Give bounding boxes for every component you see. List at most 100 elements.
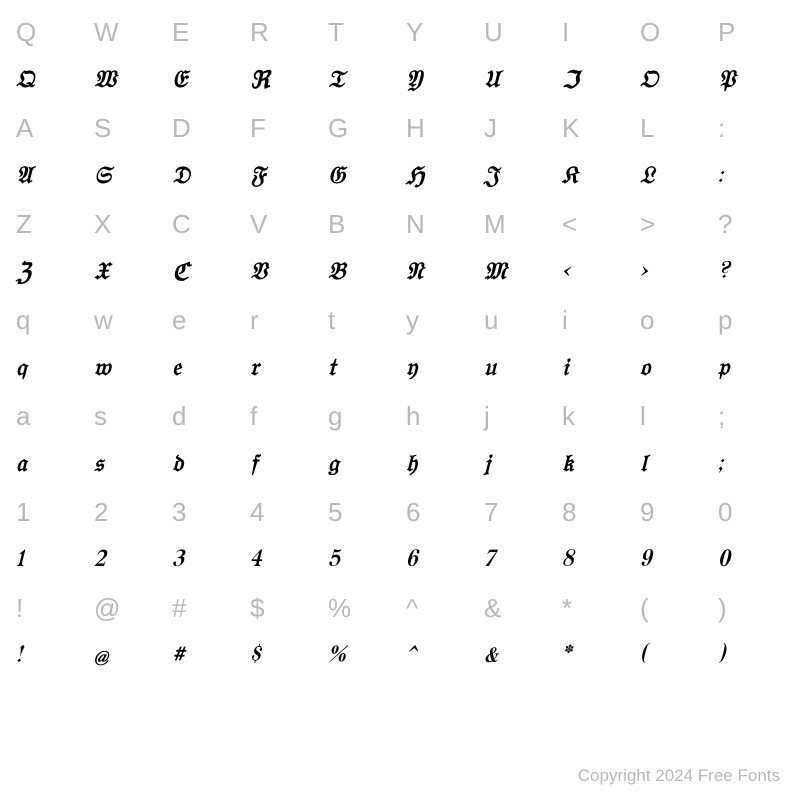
reference-char: M (478, 200, 556, 248)
glyph-char: 𝔧 (478, 440, 556, 488)
reference-char: K (556, 104, 634, 152)
glyph-char: 𝔦 (556, 344, 634, 392)
reference-char: A (10, 104, 88, 152)
reference-char: * (556, 584, 634, 632)
reference-char: e (166, 296, 244, 344)
glyph-char: 𝔭 (712, 344, 790, 392)
glyph-char: 𝔏 (634, 152, 712, 200)
reference-char: F (244, 104, 322, 152)
reference-char: o (634, 296, 712, 344)
reference-char: 5 (322, 488, 400, 536)
glyph-char: ^ (400, 632, 478, 680)
glyph-char: 𝔄 (10, 152, 88, 200)
reference-char: ! (10, 584, 88, 632)
glyph-char: < (556, 248, 634, 296)
glyph-char: & (478, 632, 556, 680)
glyph-char: 𝔡 (166, 440, 244, 488)
reference-char: L (634, 104, 712, 152)
reference-char: & (478, 584, 556, 632)
reference-char: f (244, 392, 322, 440)
reference-char: 4 (244, 488, 322, 536)
copyright-footer: Copyright 2024 Free Fonts (578, 766, 780, 786)
reference-char: R (244, 8, 322, 56)
reference-char: Q (10, 8, 88, 56)
glyph-char: 𝔣 (244, 440, 322, 488)
reference-char: t (322, 296, 400, 344)
glyph-char: ℌ (400, 152, 478, 200)
reference-char: 7 (478, 488, 556, 536)
reference-char: $ (244, 584, 322, 632)
glyph-char: 𝔬 (634, 344, 712, 392)
glyph-char: 9 (634, 536, 712, 584)
glyph-char: 𝔔 (10, 56, 88, 104)
reference-char: W (88, 8, 166, 56)
glyph-char: 8 (556, 536, 634, 584)
glyph-char: ℨ (10, 248, 88, 296)
glyph-char: ? (712, 248, 790, 296)
reference-char: X (88, 200, 166, 248)
reference-char: q (10, 296, 88, 344)
reference-char: O (634, 8, 712, 56)
reference-char: D (166, 104, 244, 152)
reference-char: > (634, 200, 712, 248)
reference-char: ^ (400, 584, 478, 632)
glyph-char: > (634, 248, 712, 296)
glyph-char: 𝔢 (166, 344, 244, 392)
glyph-char: 𝔘 (478, 56, 556, 104)
glyph-char: 5 (322, 536, 400, 584)
glyph-char: 𝔚 (88, 56, 166, 104)
reference-char: i (556, 296, 634, 344)
glyph-char: 𝔈 (166, 56, 244, 104)
glyph-char: ! (10, 632, 88, 680)
glyph-char: 𝔥 (400, 440, 478, 488)
glyph-char: 𝔓 (712, 56, 790, 104)
reference-char: # (166, 584, 244, 632)
reference-char: p (712, 296, 790, 344)
glyph-char: 6 (400, 536, 478, 584)
glyph-char: 𝔱 (322, 344, 400, 392)
glyph-char: 1 (10, 536, 88, 584)
reference-char: @ (88, 584, 166, 632)
reference-char: T (322, 8, 400, 56)
glyph-char: ℑ (556, 56, 634, 104)
reference-char: a (10, 392, 88, 440)
glyph-char: ; (712, 440, 790, 488)
reference-char: ; (712, 392, 790, 440)
glyph-char: 𝔮 (10, 344, 88, 392)
glyph-char: ℭ (166, 248, 244, 296)
glyph-char: 𝔲 (478, 344, 556, 392)
glyph-char: $ (244, 632, 322, 680)
reference-char: 2 (88, 488, 166, 536)
glyph-char: 𝔒 (634, 56, 712, 104)
reference-char: % (322, 584, 400, 632)
reference-char: B (322, 200, 400, 248)
reference-char: k (556, 392, 634, 440)
glyph-char: 𝔉 (244, 152, 322, 200)
reference-char: : (712, 104, 790, 152)
reference-char: d (166, 392, 244, 440)
reference-char: 0 (712, 488, 790, 536)
reference-char: 3 (166, 488, 244, 536)
reference-char: u (478, 296, 556, 344)
reference-char: H (400, 104, 478, 152)
reference-char: V (244, 200, 322, 248)
reference-char: 6 (400, 488, 478, 536)
reference-char: s (88, 392, 166, 440)
glyph-char: 𝔗 (322, 56, 400, 104)
glyph-char: 𝔰 (88, 440, 166, 488)
glyph-char: 4 (244, 536, 322, 584)
reference-char: J (478, 104, 556, 152)
glyph-char: ) (712, 632, 790, 680)
glyph-char: 𝔜 (400, 56, 478, 104)
reference-char: N (400, 200, 478, 248)
reference-char: Z (10, 200, 88, 248)
glyph-char: % (322, 632, 400, 680)
reference-char: ( (634, 584, 712, 632)
reference-char: y (400, 296, 478, 344)
reference-char: l (634, 392, 712, 440)
reference-char: Y (400, 8, 478, 56)
glyph-char: 2 (88, 536, 166, 584)
glyph-char: 𝔅 (322, 248, 400, 296)
reference-char: C (166, 200, 244, 248)
glyph-char: 𝔯 (244, 344, 322, 392)
